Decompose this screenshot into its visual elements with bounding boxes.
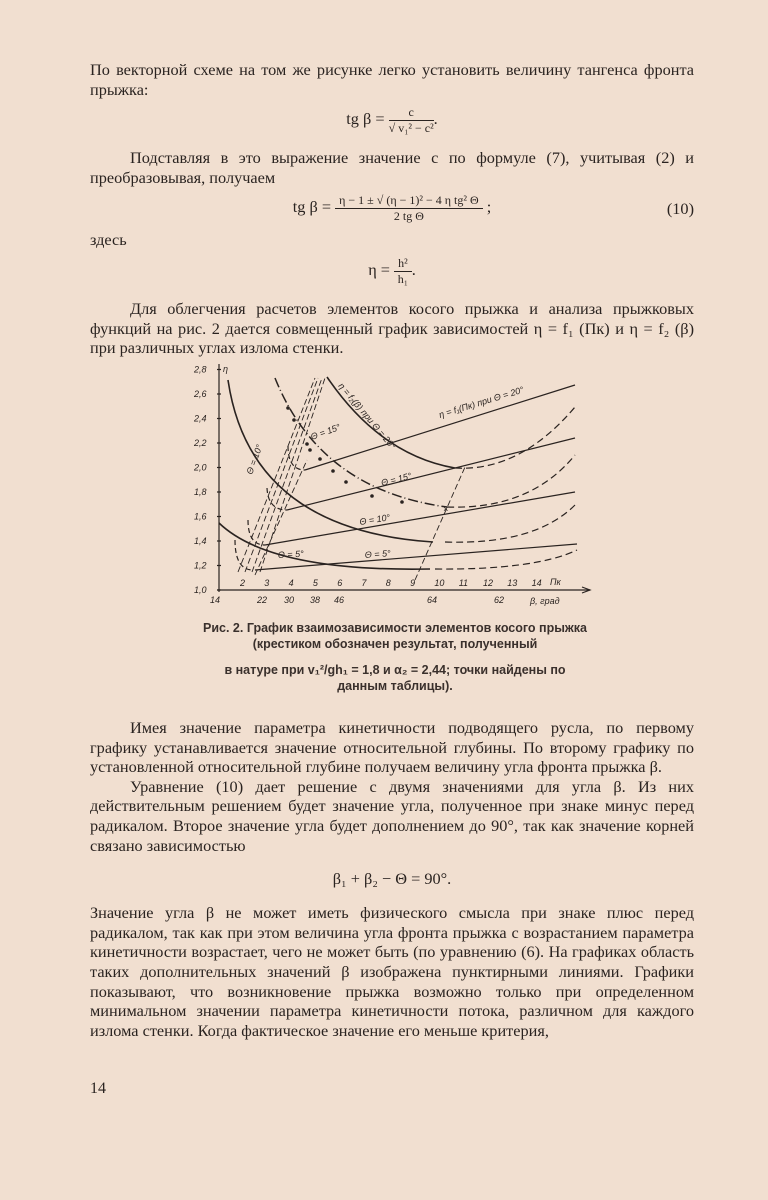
- f2-theta20-dashed: [454, 406, 576, 469]
- y-tick-label: 1,4: [194, 536, 207, 546]
- x-tick-label-pk: 9: [410, 578, 415, 588]
- paragraph: По векторной схеме на том же рисунке лег…: [90, 60, 694, 99]
- label-f1-5: Θ = 5°: [364, 548, 391, 560]
- paragraph: здесь: [90, 230, 127, 250]
- f1-theta5-hook: [234, 539, 254, 571]
- label-f1-10: Θ = 10°: [359, 512, 391, 527]
- f1-theta15: [286, 437, 576, 511]
- x-tick-label-pk: 14: [532, 578, 542, 588]
- paragraph: Подставляя в это выражение значение c по…: [90, 148, 694, 187]
- x-tick-label-beta: 14: [210, 595, 220, 605]
- page-text-top: По векторной схеме на том же рисунке лег…: [90, 60, 694, 358]
- x-tick-label-pk: 4: [289, 578, 294, 588]
- paragraph: Для облегчения расчетов элементов косого…: [90, 298, 694, 358]
- formula-eta: η = h² h₁.: [368, 255, 416, 286]
- x-tick-label-pk: 10: [434, 578, 444, 588]
- x-tick-label-pk: 5: [313, 578, 319, 588]
- x-tick-label-pk: 3: [264, 578, 269, 588]
- f2-theta15-dashed: [446, 454, 576, 508]
- x-tick-label-pk: 8: [386, 578, 391, 588]
- label-f2-5: Θ = 5°: [278, 549, 305, 560]
- x-tick-label-pk: 6: [337, 578, 342, 588]
- f1-theta15-hook: [266, 487, 288, 511]
- label-f2-15: Θ = 15°: [309, 422, 342, 442]
- label-f1-15: Θ = 15°: [380, 471, 413, 488]
- f1-theta10-hook: [247, 519, 266, 546]
- f2-theta10: [227, 379, 434, 543]
- equation-number: (10): [666, 199, 694, 219]
- x-tick-label-beta: 30: [284, 595, 294, 605]
- paragraph: Уравнение (10) дает решение с двумя знач…: [90, 776, 694, 855]
- f2-theta10-dashed: [444, 504, 576, 543]
- y-tick-label: 2,2: [193, 438, 207, 448]
- x-tick-label-pk: 12: [483, 578, 493, 588]
- f2-theta5: [218, 522, 431, 570]
- x-tick-label-beta: 62: [494, 595, 504, 605]
- y-tick-label: 1,0: [194, 585, 207, 595]
- label-f2-20: η = f₂(β) при Θ = 20°: [336, 381, 397, 451]
- x-tick-label-pk: 7: [362, 578, 368, 588]
- formula-beta-sum: β₁ + β₂ − Θ = 90°.: [332, 869, 452, 889]
- page-number: 14: [90, 1080, 106, 1097]
- x-axis-arrow: [581, 586, 592, 594]
- y-tick-label: 2,0: [193, 463, 207, 473]
- y-tick-label: 2,8: [193, 365, 207, 375]
- f1-theta5: [254, 543, 578, 571]
- f2-theta15: [274, 377, 448, 508]
- y-axis-label: η: [223, 364, 228, 374]
- y-tick-label: 1,8: [194, 487, 207, 497]
- x-tick-label-beta: 22: [256, 595, 267, 605]
- x-tick-label-pk: 11: [459, 578, 468, 588]
- f2-theta5-dashed: [434, 549, 578, 570]
- x-tick-label-beta: 64: [427, 595, 437, 605]
- f1-theta10: [264, 491, 576, 546]
- f2-theta20: [326, 376, 456, 469]
- y-tick-label: 1,2: [194, 561, 207, 571]
- x-tick-label-beta: 46: [334, 595, 344, 605]
- figure-chart: 1,0 1,2 1,4 1,6 1,8 2,0 2,2 2,4 2,6 2,8 2 3 4 5 6 7 8 9 1…: [193, 364, 592, 606]
- paragraph: Имея значение параметра кинетичности под…: [90, 718, 694, 777]
- x-tick-label-pk: 2: [239, 578, 245, 588]
- x-ticks-beta: 14 22 30 38 46 64 62: [210, 595, 504, 605]
- y-tick-label: 2,6: [193, 389, 207, 399]
- f1-theta20-hook: [287, 445, 306, 471]
- paragraph: Значение угла β не может иметь физическо…: [90, 903, 694, 1040]
- data-points: [286, 406, 404, 504]
- y-ticks: 1,0 1,2 1,4 1,6 1,8 2,0 2,2 2,4 2,6 2,8: [193, 365, 221, 595]
- cross-marker: ×: [443, 504, 448, 514]
- formula-tg-beta: tg β = c √ v₁² − c².: [346, 105, 438, 136]
- x-tick-label-pk: 13: [507, 578, 517, 588]
- figure-caption: Рис. 2. График взаимозависимости элемент…: [203, 621, 587, 693]
- x-ticks-pk: 2 3 4 5 6 7 8 9 10 11 12 13 14: [239, 578, 542, 588]
- construction-dashed: [237, 377, 466, 581]
- page-text-bottom: Имея значение параметра кинетичности под…: [90, 718, 694, 1040]
- f1-theta20: [304, 384, 576, 471]
- x-axis-label-beta: β, град: [529, 596, 560, 606]
- x-tick-label-beta: 38: [310, 595, 320, 605]
- y-tick-label: 2,4: [193, 414, 207, 424]
- y-tick-label: 1,6: [194, 512, 207, 522]
- label-f2-10: Θ = 10°: [244, 443, 264, 476]
- x-axis-label-pk: Пк: [550, 577, 562, 587]
